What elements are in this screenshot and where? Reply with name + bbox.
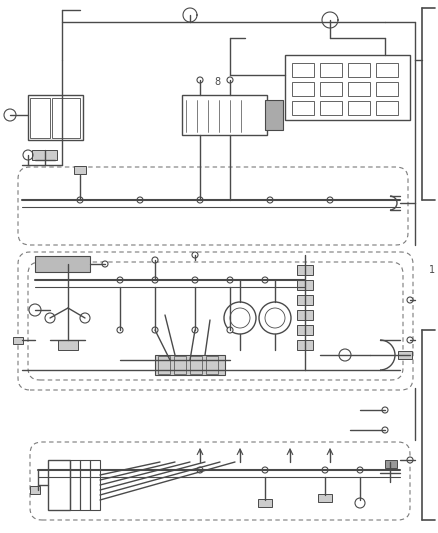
Bar [70,460,80,510]
Text: 1: 1 [428,265,434,275]
Bar [297,265,312,275]
Bar [297,310,312,320]
Circle shape [152,257,158,263]
Circle shape [77,197,83,203]
Bar [52,98,80,138]
Bar [74,166,86,174]
Circle shape [152,327,158,333]
Bar [319,101,341,115]
Bar [319,63,341,77]
Circle shape [117,327,123,333]
Circle shape [226,77,233,83]
Bar [30,98,50,138]
Bar [375,101,397,115]
Bar [291,82,313,96]
Circle shape [356,467,362,473]
Circle shape [197,77,202,83]
Bar [155,355,225,375]
Bar [375,63,397,77]
Bar [32,150,57,160]
Bar [297,340,312,350]
Bar [397,351,411,359]
Bar [13,336,23,343]
Circle shape [226,277,233,283]
Circle shape [406,457,412,463]
Bar [30,486,40,494]
Circle shape [152,277,158,283]
Circle shape [261,277,267,283]
Bar [317,494,331,502]
Circle shape [197,197,202,203]
Bar [297,325,312,335]
Text: 8: 8 [213,77,219,87]
Circle shape [381,427,387,433]
Bar [384,460,396,468]
Bar [258,499,272,507]
Circle shape [381,407,387,413]
Bar [28,95,83,140]
Bar [297,295,312,305]
Circle shape [326,197,332,203]
Circle shape [117,277,123,283]
Circle shape [197,467,202,473]
Bar [158,356,170,374]
Bar [297,280,312,290]
Circle shape [191,277,198,283]
Bar [265,100,283,130]
Bar [375,82,397,96]
Bar [80,460,90,510]
Bar [190,356,201,374]
Circle shape [102,261,108,267]
Circle shape [226,327,233,333]
Circle shape [406,297,412,303]
Circle shape [137,197,143,203]
Bar [319,82,341,96]
Circle shape [406,337,412,343]
Bar [205,356,218,374]
Bar [347,101,369,115]
Circle shape [266,197,272,203]
Bar [284,55,409,120]
Bar [58,340,78,350]
Circle shape [191,327,198,333]
Bar [291,63,313,77]
Circle shape [191,252,198,258]
Bar [35,256,90,272]
Bar [347,82,369,96]
Bar [291,101,313,115]
Bar [182,95,266,135]
Bar [347,63,369,77]
Bar [90,460,100,510]
Circle shape [261,467,267,473]
Circle shape [321,467,327,473]
Bar [48,460,70,510]
Bar [173,356,186,374]
